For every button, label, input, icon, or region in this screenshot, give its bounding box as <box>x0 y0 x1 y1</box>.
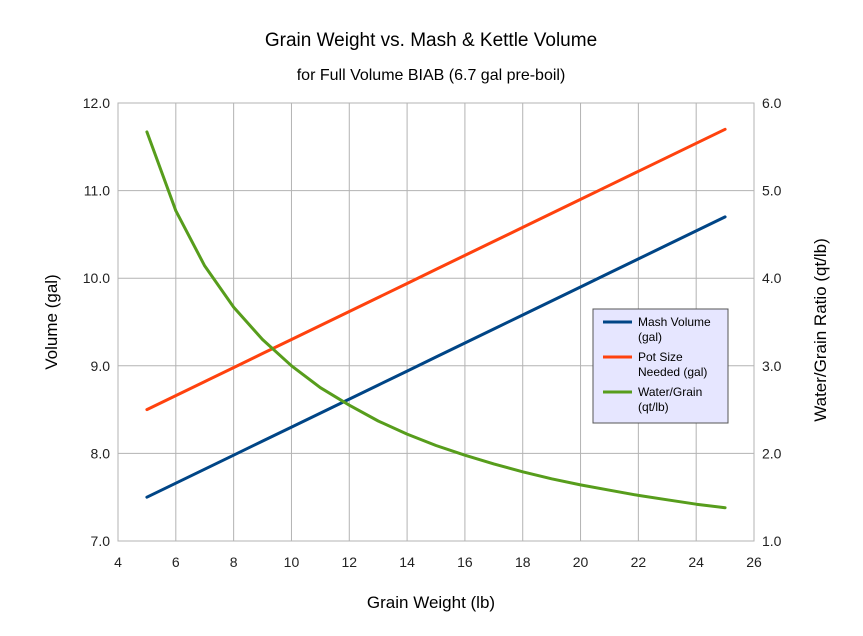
series-lines <box>145 127 727 510</box>
x-tick-label: 16 <box>457 554 473 570</box>
series-line-2 <box>145 130 727 510</box>
legend-box <box>592 308 729 424</box>
y2-tick-label: 5.0 <box>762 183 782 199</box>
x-tick-label: 26 <box>746 554 762 570</box>
chart-subtitle: for Full Volume BIAB (6.7 gal pre-boil) <box>297 67 566 84</box>
x-tick-label: 12 <box>341 554 357 570</box>
x-tick-label: 6 <box>172 554 180 570</box>
x-tick-label: 18 <box>515 554 531 570</box>
x-axis-title: Grain Weight (lb) <box>367 593 495 612</box>
x-tick-label: 20 <box>573 554 589 570</box>
legend-label: Pot Size <box>638 350 683 364</box>
y2-tick-label: 4.0 <box>762 270 782 286</box>
x-tick-label: 8 <box>230 554 238 570</box>
plot-area <box>117 102 755 542</box>
legend-label: Needed (gal) <box>638 365 707 379</box>
x-tick-label: 14 <box>399 554 415 570</box>
x-tick-label: 22 <box>631 554 647 570</box>
series-line-0 <box>145 215 727 499</box>
x-tick-label: 10 <box>284 554 300 570</box>
y-tick-label: 12.0 <box>83 95 110 111</box>
y2-tick-label: 1.0 <box>762 533 782 549</box>
chart-title: Grain Weight vs. Mash & Kettle Volume <box>265 30 597 51</box>
y-axis-title: Volume (gal) <box>42 274 61 369</box>
legend-label: (gal) <box>638 330 662 344</box>
y2-tick-label: 2.0 <box>762 445 782 461</box>
y2-axis-title: Water/Grain Ratio (qt/lb) <box>811 238 830 422</box>
series-line-1 <box>145 127 727 412</box>
y2-tick-label: 3.0 <box>762 358 782 374</box>
y2-tick-label: 6.0 <box>762 95 782 111</box>
y-tick-label: 11.0 <box>84 183 110 199</box>
legend-label: Water/Grain <box>638 385 702 399</box>
tick-labels: 4 6 8 10 12 14 16 18 20 22 24 26 7.0 8.0 9.0 10.0 11.0 12… <box>83 95 782 570</box>
x-tick-label: 24 <box>688 554 704 570</box>
y-tick-label: 7.0 <box>91 533 111 549</box>
y-tick-label: 10.0 <box>83 270 110 286</box>
legend-label: (qt/lb) <box>638 400 669 414</box>
legend-label: Mash Volume <box>638 315 711 329</box>
x-tick-label: 4 <box>114 554 122 570</box>
y-tick-label: 9.0 <box>91 358 111 374</box>
y-tick-label: 8.0 <box>91 445 111 461</box>
